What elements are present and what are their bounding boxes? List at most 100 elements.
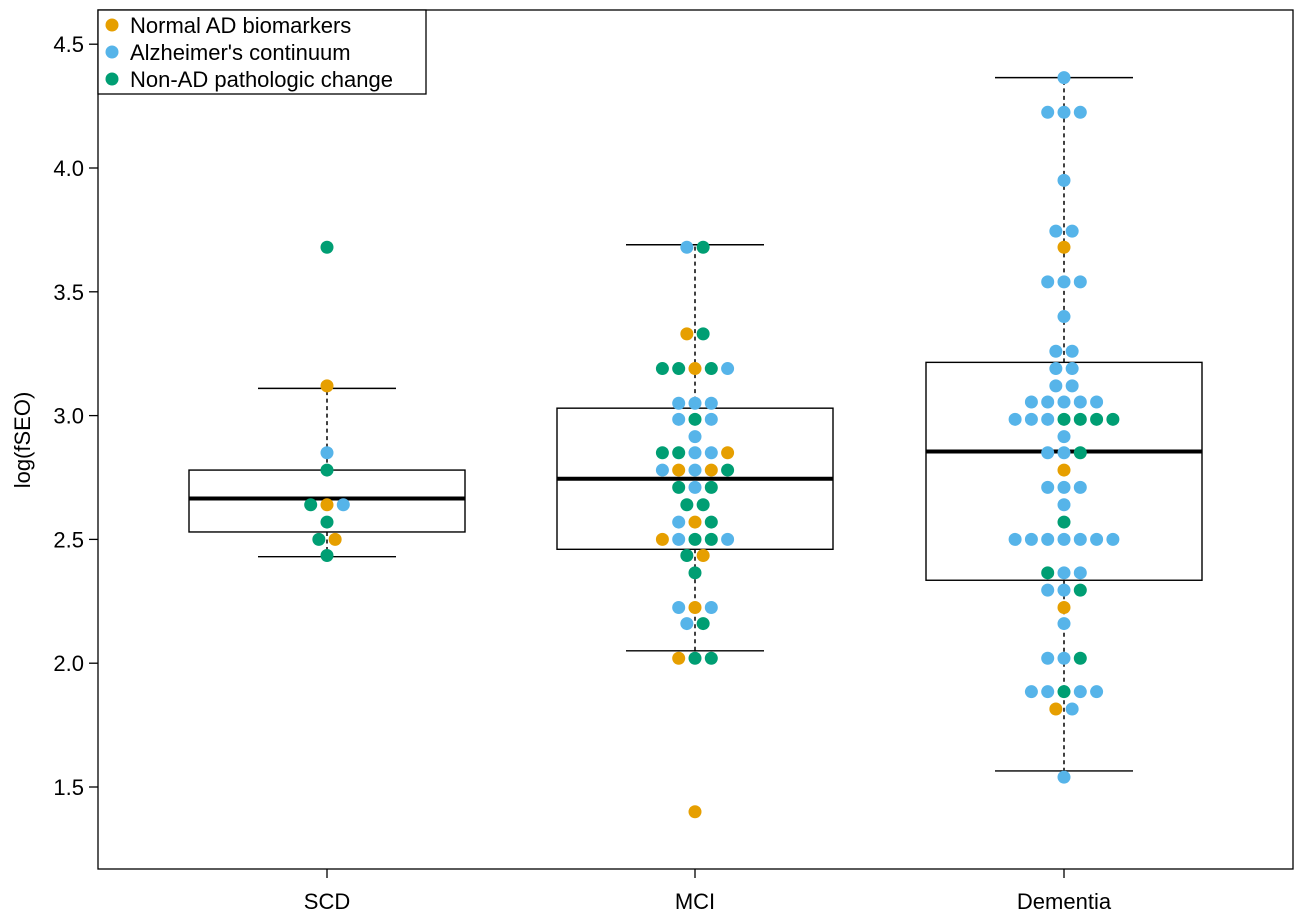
iqr-box [925, 361, 1203, 581]
x-tick-label: SCD [304, 889, 350, 914]
data-point-alz [1041, 412, 1055, 426]
data-point-alz [336, 498, 350, 512]
data-point-alz [1024, 412, 1038, 426]
data-point-alz [1008, 532, 1022, 546]
data-point-alz [1057, 446, 1071, 460]
legend-label-nonad: Non-AD pathologic change [130, 67, 393, 92]
data-point-alz [688, 463, 702, 477]
data-point-alz [1049, 224, 1063, 238]
data-point-alz [1065, 379, 1079, 393]
data-point-nonad [1057, 685, 1071, 699]
data-point-alz [688, 396, 702, 410]
data-point-nonad [672, 480, 686, 494]
data-point-normal [320, 498, 334, 512]
data-point-nonad [320, 240, 334, 254]
data-point-alz [1057, 617, 1071, 631]
data-point-alz [1065, 702, 1079, 716]
data-point-nonad [688, 651, 702, 665]
data-point-alz [1057, 173, 1071, 187]
plot-layer [188, 71, 1203, 819]
data-point-alz [721, 362, 735, 376]
data-point-alz [1024, 395, 1038, 409]
data-point-normal [655, 532, 669, 546]
data-point-normal [688, 362, 702, 376]
data-point-normal [1057, 240, 1071, 254]
legend: Normal AD biomarkers Alzheimer's continu… [97, 9, 427, 95]
data-point-alz [1041, 105, 1055, 119]
y-tick-label: 3.0 [53, 404, 84, 429]
data-point-nonad [721, 463, 735, 477]
x-tick-label: Dementia [1017, 889, 1112, 914]
legend-swatch-alz [105, 45, 119, 59]
data-point-nonad [1057, 412, 1071, 426]
points-mci [655, 240, 735, 819]
data-point-alz [680, 240, 694, 254]
data-point-alz [704, 396, 718, 410]
data-point-alz [672, 515, 686, 529]
data-point-alz [1057, 566, 1071, 580]
data-point-nonad [304, 498, 318, 512]
data-point-alz [672, 396, 686, 410]
data-point-nonad [680, 548, 694, 562]
data-point-alz [1065, 362, 1079, 376]
data-point-alz [1041, 651, 1055, 665]
data-point-nonad [688, 566, 702, 580]
data-point-normal [672, 651, 686, 665]
data-point-nonad [704, 480, 718, 494]
data-point-alz [1065, 224, 1079, 238]
y-tick-label: 2.0 [53, 651, 84, 676]
data-point-alz [655, 463, 669, 477]
data-point-nonad [688, 532, 702, 546]
data-point-nonad [1057, 515, 1071, 529]
data-point-normal [1049, 702, 1063, 716]
data-point-alz [1057, 395, 1071, 409]
data-point-alz [1090, 395, 1104, 409]
data-point-alz [704, 412, 718, 426]
data-point-alz [1041, 275, 1055, 289]
data-point-alz [1024, 685, 1038, 699]
data-point-nonad [320, 515, 334, 529]
data-point-alz [1057, 430, 1071, 444]
data-point-alz [1041, 532, 1055, 546]
data-point-alz [1057, 71, 1071, 85]
y-tick-label: 3.5 [53, 280, 84, 305]
data-point-alz [1090, 532, 1104, 546]
data-point-alz [1073, 685, 1087, 699]
x-tick-label: MCI [675, 889, 715, 914]
data-point-alz [1041, 685, 1055, 699]
data-point-alz [1106, 532, 1120, 546]
data-point-nonad [672, 446, 686, 460]
data-point-alz [1073, 395, 1087, 409]
data-point-alz [320, 446, 334, 460]
data-point-normal [704, 463, 718, 477]
data-point-alz [1073, 532, 1087, 546]
y-tick-label: 2.5 [53, 527, 84, 552]
data-point-alz [672, 532, 686, 546]
data-point-nonad [1090, 412, 1104, 426]
data-point-alz [1073, 480, 1087, 494]
data-point-alz [1024, 532, 1038, 546]
data-point-normal [1057, 463, 1071, 477]
data-point-alz [1041, 583, 1055, 597]
y-tick-label: 1.5 [53, 775, 84, 800]
data-point-alz [1057, 275, 1071, 289]
axes-layer: 1.5 2.0 2.5 3.0 3.5 4.0 4.5 SCD MCI Dementia [53, 9, 1294, 914]
data-point-nonad [696, 327, 710, 341]
data-point-alz [1073, 275, 1087, 289]
data-point-alz [1090, 685, 1104, 699]
legend-label-alz: Alzheimer's continuum [130, 40, 351, 65]
data-point-nonad [1073, 412, 1087, 426]
data-point-normal [680, 327, 694, 341]
data-point-alz [1073, 566, 1087, 580]
legend-label-normal: Normal AD biomarkers [130, 13, 351, 38]
data-point-nonad [1073, 446, 1087, 460]
legend-box [97, 9, 427, 95]
data-point-normal [672, 463, 686, 477]
data-point-normal [320, 379, 334, 393]
data-point-alz [688, 480, 702, 494]
data-point-nonad [696, 498, 710, 512]
data-point-nonad [655, 446, 669, 460]
data-point-alz [672, 412, 686, 426]
data-point-alz [1049, 379, 1063, 393]
